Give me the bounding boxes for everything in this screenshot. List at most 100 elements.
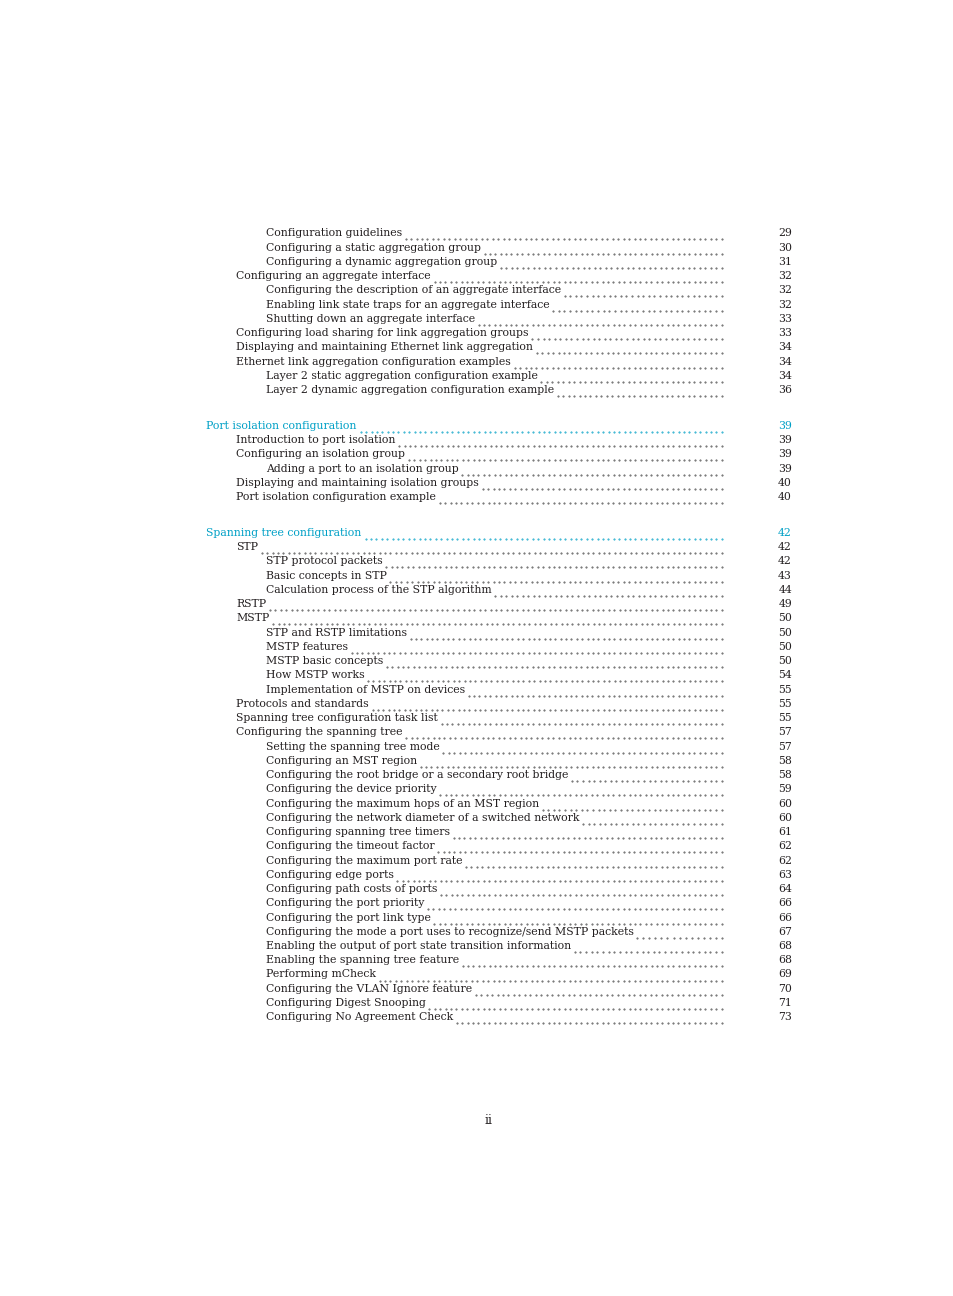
Text: STP: STP [235, 542, 258, 552]
Text: 58: 58 [778, 770, 791, 780]
Text: ii: ii [484, 1115, 493, 1128]
Text: 34: 34 [778, 371, 791, 381]
Text: 69: 69 [778, 969, 791, 980]
Text: Configuring the maximum port rate: Configuring the maximum port rate [265, 855, 461, 866]
Text: Configuring the device priority: Configuring the device priority [265, 784, 436, 794]
Text: 50: 50 [778, 656, 791, 666]
Text: Enabling link state traps for an aggregate interface: Enabling link state traps for an aggrega… [265, 299, 549, 310]
Text: 55: 55 [778, 699, 791, 709]
Text: 42: 42 [778, 527, 791, 538]
Text: 59: 59 [778, 784, 791, 794]
Text: 32: 32 [778, 299, 791, 310]
Text: 30: 30 [778, 242, 791, 253]
Text: MSTP features: MSTP features [265, 642, 347, 652]
Text: 31: 31 [778, 257, 791, 267]
Text: 68: 68 [778, 955, 791, 966]
Text: Implementation of MSTP on devices: Implementation of MSTP on devices [265, 684, 464, 695]
Text: 54: 54 [778, 670, 791, 680]
Text: Configuring an isolation group: Configuring an isolation group [235, 450, 405, 459]
Text: Enabling the output of port state transition information: Enabling the output of port state transi… [265, 941, 570, 951]
Text: 50: 50 [778, 613, 791, 623]
Text: Spanning tree configuration task list: Spanning tree configuration task list [235, 713, 437, 723]
Text: 39: 39 [778, 464, 791, 473]
Text: Setting the spanning tree mode: Setting the spanning tree mode [265, 741, 439, 752]
Text: Configuring No Agreement Check: Configuring No Agreement Check [265, 1012, 453, 1023]
Text: Configuring the VLAN Ignore feature: Configuring the VLAN Ignore feature [265, 984, 472, 994]
Text: Configuring the root bridge or a secondary root bridge: Configuring the root bridge or a seconda… [265, 770, 567, 780]
Text: Introduction to port isolation: Introduction to port isolation [235, 435, 395, 445]
Text: 50: 50 [778, 627, 791, 638]
Text: Configuring the network diameter of a switched network: Configuring the network diameter of a sw… [265, 813, 578, 823]
Text: 44: 44 [778, 584, 791, 595]
Text: 68: 68 [778, 941, 791, 951]
Text: Layer 2 static aggregation configuration example: Layer 2 static aggregation configuration… [265, 371, 537, 381]
Text: 39: 39 [778, 435, 791, 445]
Text: 43: 43 [778, 570, 791, 581]
Text: 63: 63 [778, 870, 791, 880]
Text: 55: 55 [778, 684, 791, 695]
Text: Spanning tree configuration: Spanning tree configuration [206, 527, 361, 538]
Text: Shutting down an aggregate interface: Shutting down an aggregate interface [265, 314, 475, 324]
Text: Configuring the port link type: Configuring the port link type [265, 912, 430, 923]
Text: How MSTP works: How MSTP works [265, 670, 364, 680]
Text: Configuration guidelines: Configuration guidelines [265, 228, 401, 238]
Text: RSTP: RSTP [235, 599, 266, 609]
Text: 73: 73 [778, 1012, 791, 1023]
Text: Port isolation configuration: Port isolation configuration [206, 421, 356, 430]
Text: 39: 39 [778, 450, 791, 459]
Text: 55: 55 [778, 713, 791, 723]
Text: Basic concepts in STP: Basic concepts in STP [265, 570, 386, 581]
Text: Port isolation configuration example: Port isolation configuration example [235, 492, 436, 502]
Text: Enabling the spanning tree feature: Enabling the spanning tree feature [265, 955, 458, 966]
Text: MSTP: MSTP [235, 613, 269, 623]
Text: 34: 34 [778, 356, 791, 367]
Text: Configuring an aggregate interface: Configuring an aggregate interface [235, 271, 430, 281]
Text: Configuring the port priority: Configuring the port priority [265, 898, 423, 908]
Text: Adding a port to an isolation group: Adding a port to an isolation group [265, 464, 457, 473]
Text: 62: 62 [778, 841, 791, 851]
Text: Protocols and standards: Protocols and standards [235, 699, 368, 709]
Text: STP protocol packets: STP protocol packets [265, 556, 382, 566]
Text: 64: 64 [778, 884, 791, 894]
Text: Displaying and maintaining isolation groups: Displaying and maintaining isolation gro… [235, 478, 478, 487]
Text: 66: 66 [778, 898, 791, 908]
Text: 70: 70 [778, 984, 791, 994]
Text: Ethernet link aggregation configuration examples: Ethernet link aggregation configuration … [235, 356, 510, 367]
Text: 40: 40 [778, 492, 791, 502]
Text: 33: 33 [778, 314, 791, 324]
Text: 62: 62 [778, 855, 791, 866]
Text: 60: 60 [778, 813, 791, 823]
Text: STP and RSTP limitations: STP and RSTP limitations [265, 627, 406, 638]
Text: Configuring an MST region: Configuring an MST region [265, 756, 416, 766]
Text: 32: 32 [778, 285, 791, 295]
Text: Performing mCheck: Performing mCheck [265, 969, 375, 980]
Text: Configuring the timeout factor: Configuring the timeout factor [265, 841, 434, 851]
Text: 71: 71 [778, 998, 791, 1008]
Text: Configuring a static aggregation group: Configuring a static aggregation group [265, 242, 480, 253]
Text: 57: 57 [778, 741, 791, 752]
Text: 40: 40 [778, 478, 791, 487]
Text: 33: 33 [778, 328, 791, 338]
Text: 61: 61 [778, 827, 791, 837]
Text: 49: 49 [778, 599, 791, 609]
Text: MSTP basic concepts: MSTP basic concepts [265, 656, 382, 666]
Text: 50: 50 [778, 642, 791, 652]
Text: Configuring the spanning tree: Configuring the spanning tree [235, 727, 402, 737]
Text: Configuring the description of an aggregate interface: Configuring the description of an aggreg… [265, 285, 560, 295]
Text: Calculation process of the STP algorithm: Calculation process of the STP algorithm [265, 584, 491, 595]
Text: Configuring spanning tree timers: Configuring spanning tree timers [265, 827, 449, 837]
Text: Configuring edge ports: Configuring edge ports [265, 870, 393, 880]
Text: 34: 34 [778, 342, 791, 353]
Text: 39: 39 [778, 421, 791, 430]
Text: 57: 57 [778, 727, 791, 737]
Text: 32: 32 [778, 271, 791, 281]
Text: 60: 60 [778, 798, 791, 809]
Text: Configuring a dynamic aggregation group: Configuring a dynamic aggregation group [265, 257, 497, 267]
Text: Configuring Digest Snooping: Configuring Digest Snooping [265, 998, 425, 1008]
Text: Configuring path costs of ports: Configuring path costs of ports [265, 884, 436, 894]
Text: 36: 36 [778, 385, 791, 395]
Text: Configuring the maximum hops of an MST region: Configuring the maximum hops of an MST r… [265, 798, 538, 809]
Text: 42: 42 [778, 542, 791, 552]
Text: Configuring the mode a port uses to recognize/send MSTP packets: Configuring the mode a port uses to reco… [265, 927, 633, 937]
Text: Configuring load sharing for link aggregation groups: Configuring load sharing for link aggreg… [235, 328, 528, 338]
